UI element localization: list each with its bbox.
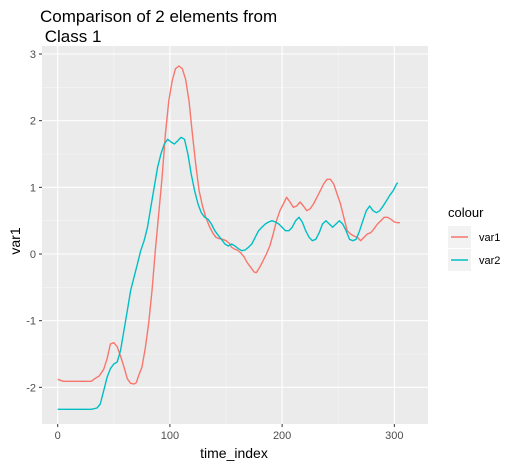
axis-ticks: 0 100 200 300 -2 -1 0 1 2 3 — [26, 49, 403, 442]
legend: colour var1 var2 — [448, 205, 500, 271]
x-tick-label: 200 — [273, 430, 291, 442]
x-axis-title: time_index — [200, 445, 268, 461]
plot-panel — [42, 46, 428, 424]
y-axis-title: var1 — [7, 227, 23, 254]
x-tick-label: 300 — [385, 430, 403, 442]
chart-title-line2: Class 1 — [40, 27, 101, 46]
grid-major — [42, 46, 428, 424]
x-tick-label: 100 — [161, 430, 179, 442]
legend-title: colour — [448, 205, 484, 220]
x-tick-label: 0 — [55, 430, 61, 442]
series-layer — [57, 65, 400, 410]
y-tick-label: 1 — [30, 182, 36, 194]
y-tick-label: 2 — [30, 116, 36, 128]
chart-title-line1: Comparison of 2 elements from — [40, 7, 277, 26]
y-tick-label: 3 — [30, 49, 36, 61]
y-tick-label: 0 — [30, 249, 36, 261]
y-tick-label: -2 — [26, 382, 36, 394]
grid-minor — [42, 46, 428, 424]
series-line-var1 — [57, 65, 400, 385]
series-line-var2 — [57, 136, 399, 410]
legend-label-var1: var1 — [479, 232, 500, 244]
y-tick-label: -1 — [26, 316, 36, 328]
legend-label-var2: var2 — [479, 255, 500, 267]
